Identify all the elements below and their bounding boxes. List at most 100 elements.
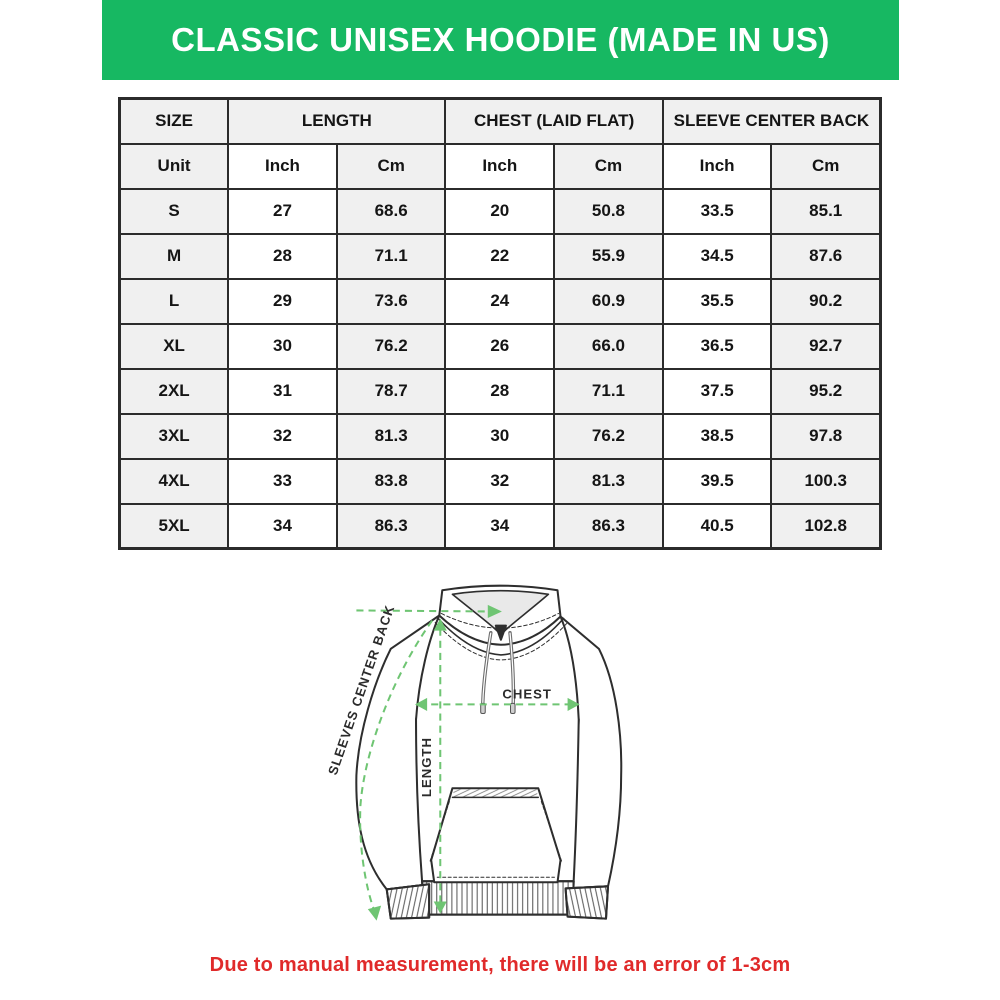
- value-cell: 95.2: [770, 367, 882, 415]
- value-cell: 30: [444, 412, 556, 460]
- chest-right-arrow: [567, 697, 580, 711]
- value-cell: 78.7: [335, 367, 447, 415]
- drawstrings: [480, 630, 516, 715]
- value-cell: 66.0: [553, 322, 664, 370]
- table-row-s: S 27 68.6 20 50.8 33.5 85.1: [118, 187, 882, 235]
- value-cell: 29: [227, 277, 338, 325]
- value-cell: 36.5: [661, 322, 773, 370]
- value-cell: 55.9: [553, 232, 664, 280]
- collar-rim: [436, 616, 565, 656]
- value-cell: 31: [227, 367, 338, 415]
- value-cell: 28: [444, 367, 556, 415]
- size-cell: 4XL: [118, 457, 230, 505]
- value-cell: 39.5: [661, 457, 773, 505]
- measurement-annotations: [356, 609, 576, 909]
- neck-placket: [494, 624, 507, 641]
- table-row-3xl: 3XL 32 81.3 30 76.2 38.5 97.8: [118, 412, 882, 460]
- value-cell: 30: [227, 322, 338, 370]
- size-cell: S: [118, 187, 230, 235]
- value-cell: 50.8: [553, 187, 664, 235]
- value-cell: 68.6: [335, 187, 447, 235]
- value-cell: 100.3: [770, 457, 882, 505]
- unit-cell: Inch: [227, 142, 338, 190]
- size-cell: L: [118, 277, 230, 325]
- table-row-m: M 28 71.1 22 55.9 34.5 87.6: [118, 232, 882, 280]
- title-banner: CLASSIC UNISEX HOODIE (MADE IN US): [102, 0, 899, 80]
- hood-top-measure-line: [356, 609, 488, 613]
- value-cell: 32: [227, 412, 338, 460]
- size-cell: 5XL: [118, 502, 230, 550]
- unit-cell: Inch: [661, 142, 773, 190]
- size-cell: 3XL: [118, 412, 230, 460]
- value-cell: 32: [444, 457, 556, 505]
- value-cell: 60.9: [553, 277, 664, 325]
- value-cell: 76.2: [335, 322, 447, 370]
- table-row-l: L 29 73.6 24 60.9 35.5 90.2: [118, 277, 882, 325]
- value-cell: 71.1: [335, 232, 447, 280]
- table-row-4xl: 4XL 33 83.8 32 81.3 39.5 100.3: [118, 457, 882, 505]
- table-row-xl: XL 30 76.2 26 66.0 36.5 92.7: [118, 322, 882, 370]
- length-up-arrow: [433, 618, 447, 631]
- value-cell: 81.3: [553, 457, 664, 505]
- size-chart-table: SIZE LENGTH CHEST (LAID FLAT) SLEEVE CEN…: [118, 97, 882, 550]
- unit-cell: Cm: [553, 142, 664, 190]
- unit-row: Unit Inch Cm Inch Cm Inch Cm: [118, 142, 882, 190]
- value-cell: 34: [444, 502, 556, 550]
- page-title: CLASSIC UNISEX HOODIE (MADE IN US): [171, 21, 830, 58]
- unit-cell: Unit: [118, 142, 230, 190]
- value-cell: 34.5: [661, 232, 773, 280]
- chest-left-arrow: [415, 697, 428, 711]
- value-cell: 33.5: [661, 187, 773, 235]
- size-cell: XL: [118, 322, 230, 370]
- value-cell: 26: [444, 322, 556, 370]
- value-cell: 85.1: [770, 187, 882, 235]
- hoodie-measurement-diagram: CHEST LENGTH SLEEVES CENTER BACK: [318, 568, 702, 952]
- value-cell: 27: [227, 187, 338, 235]
- unit-cell: Cm: [770, 142, 882, 190]
- value-cell: 40.5: [661, 502, 773, 550]
- table-row-5xl: 5XL 34 86.3 34 86.3 40.5 102.8: [118, 502, 882, 550]
- value-cell: 81.3: [335, 412, 447, 460]
- value-cell: 20: [444, 187, 556, 235]
- value-cell: 92.7: [770, 322, 882, 370]
- value-cell: 102.8: [770, 502, 882, 550]
- value-cell: 97.8: [770, 412, 882, 460]
- kangaroo-pocket: [430, 787, 562, 884]
- value-cell: 76.2: [553, 412, 664, 460]
- value-cell: 33: [227, 457, 338, 505]
- header-chest: CHEST (LAID FLAT): [444, 97, 664, 145]
- value-cell: 35.5: [661, 277, 773, 325]
- value-cell: 87.6: [770, 232, 882, 280]
- unit-cell: Inch: [444, 142, 556, 190]
- value-cell: 37.5: [661, 367, 773, 415]
- size-cell: 2XL: [118, 367, 230, 415]
- header-size: SIZE: [118, 97, 230, 145]
- value-cell: 28: [227, 232, 338, 280]
- header-length: LENGTH: [227, 97, 447, 145]
- measurement-arrowheads: [367, 604, 580, 921]
- value-cell: 34: [227, 502, 338, 550]
- value-cell: 90.2: [770, 277, 882, 325]
- sleeve-measure-line: [359, 619, 434, 909]
- header-group-row: SIZE LENGTH CHEST (LAID FLAT) SLEEVE CEN…: [118, 97, 882, 145]
- value-cell: 83.8: [335, 457, 447, 505]
- value-cell: 73.6: [335, 277, 447, 325]
- value-cell: 86.3: [335, 502, 447, 550]
- sleeve-down-arrow: [367, 905, 382, 921]
- measurement-disclaimer: Due to manual measurement, there will be…: [209, 954, 791, 976]
- value-cell: 86.3: [553, 502, 664, 550]
- hoodie-diagram-svg: CHEST LENGTH SLEEVES CENTER BACK: [325, 584, 623, 921]
- header-sleeve: SLEEVE CENTER BACK: [661, 97, 882, 145]
- length-down-arrow: [433, 901, 447, 914]
- value-cell: 22: [444, 232, 556, 280]
- size-cell: M: [118, 232, 230, 280]
- value-cell: 71.1: [553, 367, 664, 415]
- length-label: LENGTH: [419, 737, 434, 797]
- table-row-2xl: 2XL 31 78.7 28 71.1 37.5 95.2: [118, 367, 882, 415]
- hood-arrow: [487, 604, 502, 619]
- value-cell: 24: [444, 277, 556, 325]
- value-cell: 38.5: [661, 412, 773, 460]
- chest-label: CHEST: [502, 686, 552, 701]
- hoodie-line-art: [355, 584, 623, 920]
